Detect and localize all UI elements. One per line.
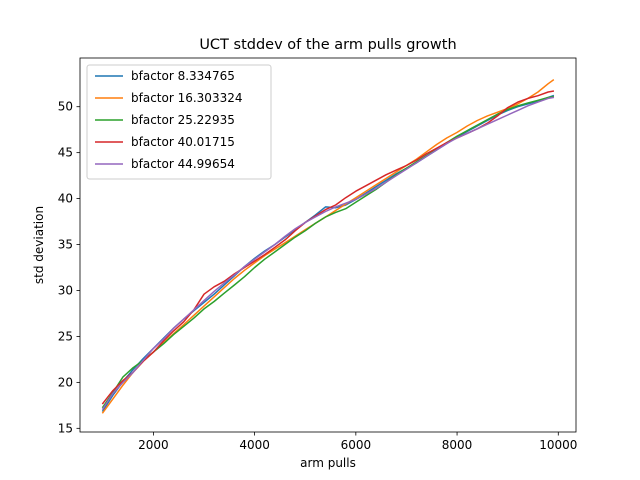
legend-entry: bfactor 16.303324 — [131, 91, 242, 105]
series-line-3 — [101, 95, 555, 409]
x-tick-label: 6000 — [341, 438, 372, 452]
x-tick-label: 4000 — [239, 438, 270, 452]
y-tick-label: 40 — [58, 192, 73, 206]
x-axis-label: arm pulls — [300, 456, 356, 470]
x-axis: 2000 4000 6000 8000 10000 — [138, 432, 577, 452]
chart-title: UCT stddev of the arm pulls growth — [199, 37, 456, 53]
plot-area — [79, 57, 577, 433]
y-axis-label: std deviation — [32, 206, 46, 284]
series-line-5 — [101, 96, 555, 411]
legend-entry: bfactor 40.01715 — [131, 135, 235, 149]
y-tick-label: 45 — [58, 146, 73, 160]
legend-entry: bfactor 8.334765 — [131, 69, 235, 83]
y-tick-label: 15 — [58, 421, 73, 435]
y-tick-label: 25 — [58, 329, 73, 343]
y-tick-label: 20 — [58, 375, 73, 389]
legend-entry: bfactor 44.99654 — [131, 157, 235, 171]
legend-entry: bfactor 25.22935 — [131, 113, 235, 127]
y-tick-label: 30 — [58, 283, 73, 297]
legend: bfactor 8.334765 bfactor 16.303324 bfactor… — [86, 64, 272, 180]
series-line-2 — [101, 79, 555, 414]
legend-box — [86, 64, 272, 180]
plot-frame — [79, 57, 577, 433]
x-tick-label: 8000 — [442, 438, 473, 452]
y-tick-label: 50 — [58, 100, 73, 114]
y-axis: 15 20 25 30 35 40 45 50 — [58, 100, 80, 435]
x-tick-label: 10000 — [539, 438, 577, 452]
y-tick-label: 35 — [58, 238, 73, 252]
x-tick-label: 2000 — [138, 438, 169, 452]
